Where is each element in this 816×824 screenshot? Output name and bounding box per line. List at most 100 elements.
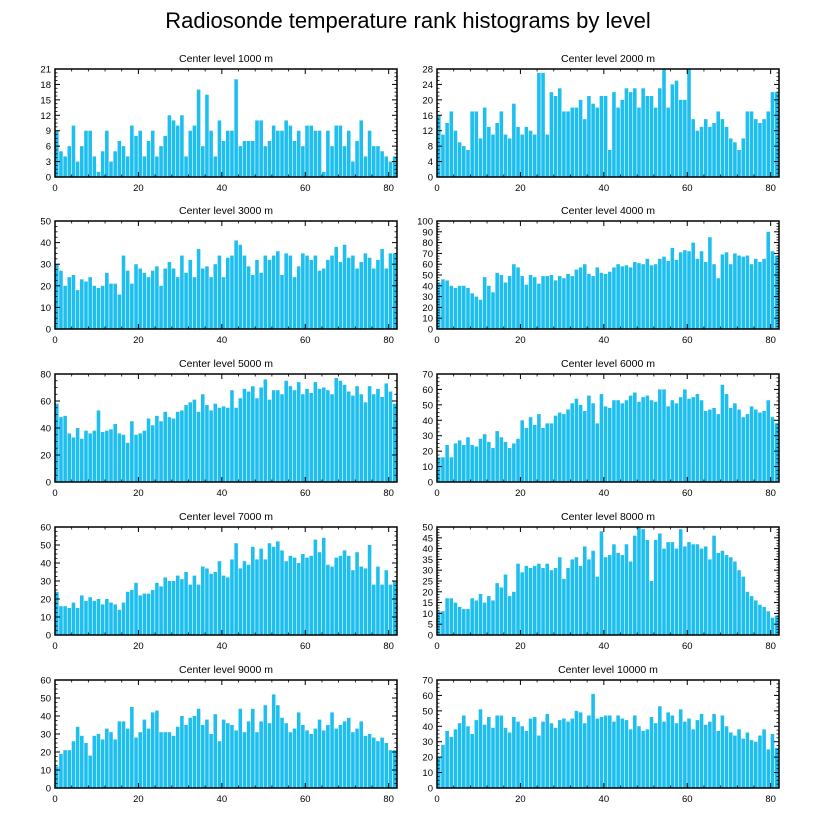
histogram-bar: [608, 271, 612, 329]
y-tick-label: 0: [46, 631, 51, 642]
histogram-bar: [562, 111, 566, 177]
histogram-bar: [326, 259, 330, 329]
histogram-bar: [666, 712, 670, 788]
histogram-bar: [184, 725, 188, 788]
histogram-bar: [499, 715, 504, 788]
histogram-bar: [251, 708, 255, 788]
histogram-bar: [633, 535, 637, 635]
histogram-bar: [720, 119, 725, 177]
histogram-panel: Center level 2000 m 0 4 8 12 16 20 24 28 0 20 40 60 8…: [422, 53, 780, 194]
histogram-bar: [445, 730, 449, 788]
histogram-bar: [733, 403, 737, 482]
histogram-bar: [470, 111, 474, 177]
histogram-panel: Center level 3000 m 0 10 20 30 40 50 0 20 40 60 80: [40, 205, 398, 346]
histogram-bar: [491, 134, 495, 177]
histogram-bar: [658, 533, 662, 635]
y-tick-label: 25: [422, 577, 433, 588]
x-tick-label: 40: [599, 335, 610, 346]
x-tick-label: 0: [52, 488, 57, 499]
histogram-bar: [453, 602, 458, 635]
histogram-bar: [649, 581, 654, 635]
histogram-bar: [125, 728, 130, 788]
histogram-bar: [138, 268, 142, 329]
y-tick-label: 10: [40, 766, 51, 777]
histogram-bar: [712, 264, 716, 329]
histogram-bar: [599, 272, 604, 329]
y-tick-label: 10: [422, 462, 433, 473]
x-tick-label: 40: [217, 488, 228, 499]
histogram-bar: [205, 568, 209, 635]
histogram-bar: [712, 535, 716, 635]
histogram-bar: [171, 120, 176, 177]
histogram-bar: [359, 262, 364, 329]
x-tick-label: 20: [515, 183, 526, 194]
histogram-bar: [537, 735, 541, 788]
histogram-bar: [59, 606, 63, 635]
histogram-bar: [603, 96, 608, 177]
y-tick-label: 60: [40, 676, 51, 687]
x-tick-label: 80: [383, 488, 394, 499]
histogram-bar: [466, 437, 470, 482]
histogram-bar: [59, 151, 63, 177]
histogram-bar: [75, 608, 80, 635]
histogram-bar: [121, 602, 126, 635]
histogram-bar: [288, 732, 293, 788]
histogram-bar: [167, 262, 172, 329]
histogram-bar: [96, 599, 101, 635]
histogram-bar: [259, 548, 263, 635]
histogram-bar: [703, 411, 708, 482]
histogram-bar: [317, 552, 322, 635]
histogram-bar: [641, 88, 645, 177]
x-tick-label: 60: [682, 183, 693, 194]
histogram-bar: [167, 115, 172, 177]
histogram-bar: [96, 287, 101, 329]
histogram-bar: [687, 718, 691, 788]
histogram-bar: [762, 606, 766, 635]
histogram-bar: [59, 270, 63, 329]
histogram-bar: [392, 403, 397, 482]
histogram-panel: Center level 6000 m 0 10 20 30 40 50 60 70 0 20 40 6…: [422, 358, 780, 499]
histogram-bar: [313, 539, 318, 635]
histogram-bar: [670, 84, 675, 177]
histogram-bar: [330, 712, 334, 788]
histogram-bar: [745, 111, 750, 177]
histogram-bar: [238, 708, 243, 788]
y-tick-label: 6: [46, 142, 51, 153]
histogram-bar: [342, 721, 347, 788]
histogram-bar: [167, 417, 172, 482]
y-tick-label: 50: [422, 523, 433, 534]
histogram-bar: [695, 720, 700, 788]
histogram-bar: [541, 428, 545, 482]
histogram-bar: [507, 276, 512, 329]
histogram-bar: [359, 721, 364, 788]
histogram-bar: [549, 275, 554, 329]
histogram-bar: [71, 275, 76, 329]
histogram-bar: [658, 706, 662, 788]
histogram-bar: [155, 710, 159, 788]
x-tick-label: 0: [434, 335, 439, 346]
histogram-bar: [595, 423, 600, 482]
histogram-bar: [678, 397, 683, 482]
histogram-bar: [313, 255, 318, 329]
histogram-bar: [200, 725, 205, 788]
histogram-bar: [255, 732, 259, 788]
histogram-bar: [355, 141, 359, 177]
histogram-bar: [516, 438, 520, 482]
histogram-bar: [462, 444, 466, 482]
histogram-bar: [437, 457, 441, 482]
histogram-bar: [758, 123, 762, 177]
histogram-bar: [658, 88, 662, 177]
histogram-bar: [612, 92, 616, 177]
histogram-bar: [662, 548, 666, 635]
y-tick-label: 60: [422, 385, 433, 396]
histogram-bar: [242, 141, 247, 177]
histogram-bar: [728, 407, 733, 482]
histogram-bar: [196, 584, 201, 635]
histogram-bar: [338, 380, 343, 482]
panel-title: Center level 7000 m: [179, 511, 273, 523]
histogram-bar: [226, 257, 230, 329]
histogram-bar: [213, 572, 218, 635]
histogram-bar: [150, 270, 155, 329]
histogram-bar: [109, 732, 113, 788]
y-tick-label: 80: [422, 238, 433, 249]
